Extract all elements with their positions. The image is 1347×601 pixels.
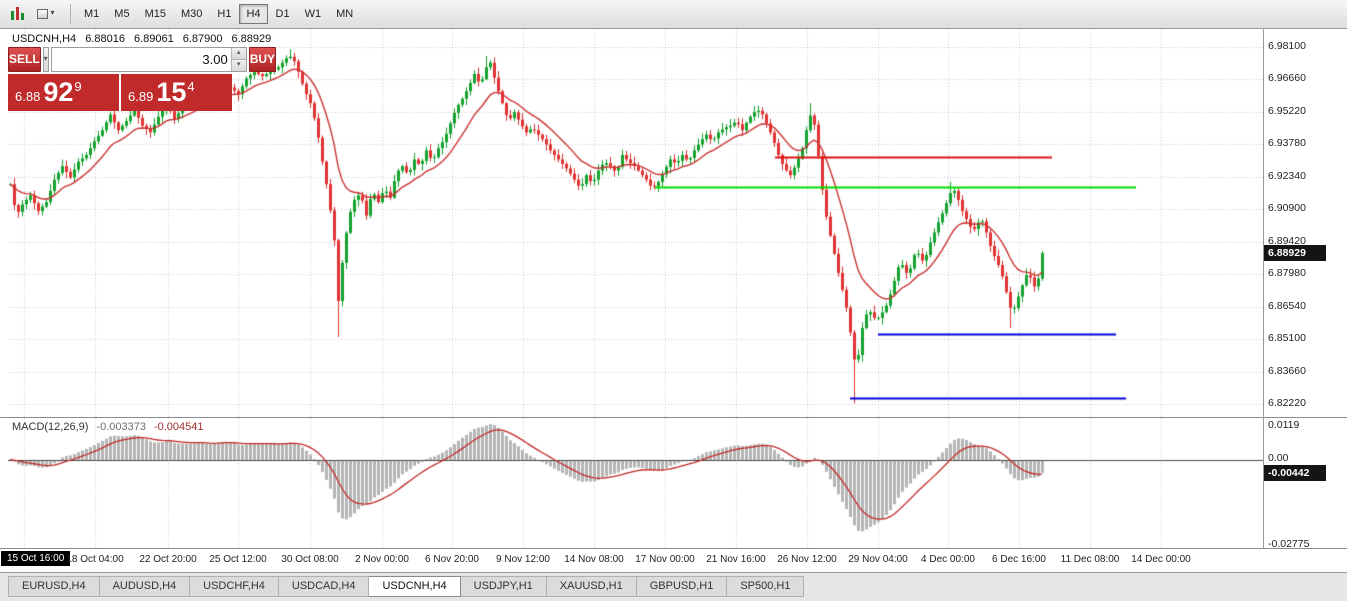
macd-indicator-label: MACD(12,26,9) -0.003373 -0.004541 [12,421,204,433]
timeframe-h4[interactable]: H4 [239,4,268,24]
time-axis-label: 26 Nov 12:00 [777,554,837,565]
trade-options-dropdown[interactable]: ▾ [42,47,49,72]
volume-increase-button[interactable]: ▴ [231,48,246,60]
price-axis-label: 6.85100 [1268,332,1306,345]
indicators-icon[interactable]: ▾ [31,4,61,24]
macd-main-value: -0.003373 [96,421,146,433]
time-axis-label: 14 Dec 00:00 [1131,554,1191,565]
chart-tab-sp500[interactable]: SP500,H1 [727,576,805,597]
indicators-icon-glyph [37,9,49,19]
high-value: 6.89061 [133,33,174,45]
macd-name: MACD(12,26,9) [12,421,89,433]
chart-type-icon-bar [15,7,19,20]
macd-axis-label: 0.0119 [1268,419,1300,431]
volume-input[interactable] [51,48,231,71]
chart-tab-usdcnh[interactable]: USDCNH,H4 [369,576,461,597]
timeframe-m5[interactable]: M5 [114,8,130,20]
chart-tab-usdchf[interactable]: USDCHF,H4 [190,576,279,597]
close-value: 6.88929 [231,33,272,45]
price-axis-label: 6.86540 [1268,299,1306,312]
chart-tab-eurusd[interactable]: EURUSD,H4 [8,576,100,597]
buy-button[interactable]: BUY [248,47,277,72]
price-axis-label: 6.96660 [1268,72,1306,85]
time-axis-label: 18 Oct 04:00 [66,554,124,565]
indicator-timeaxis-divider [0,548,1347,549]
chart-type-icon-bar [20,13,24,20]
price-axis-label: 6.98100 [1268,40,1306,52]
price-axis-label: 6.93780 [1268,137,1306,150]
time-axis-label: 21 Nov 16:00 [706,554,766,565]
time-axis-label: 17 Nov 00:00 [635,554,695,565]
one-click-trading-panel: SELL ▾ ▴ ▾ BUY 6.88 92 9 6.89 15 4 [8,47,277,111]
buy-price-head: 6.89 [128,89,154,104]
price-axis-label: 6.83660 [1268,364,1306,377]
volume-field: ▴ ▾ [50,47,247,72]
time-axis-label: 6 Nov 20:00 [425,554,479,565]
chart-tab-audusd[interactable]: AUDUSD,H4 [99,576,191,597]
sell-price-button[interactable]: 6.88 92 9 [8,74,119,111]
macd-signal-value: -0.004541 [153,421,204,433]
price-axis-label: 6.89420 [1268,234,1306,247]
time-axis-label: 25 Oct 12:00 [209,554,267,565]
low-value: 6.87900 [182,33,223,45]
timeframe-h1[interactable]: H1 [217,8,232,20]
chart-type-icon[interactable] [6,4,28,24]
time-axis: 15 Oct 16:00 18 Oct 04:00 22 Oct 20:00 25 … [0,549,1347,572]
open-value: 6.88016 [85,33,125,45]
price-axis-label: 6.82220 [1268,397,1306,409]
macd-current-badge: -0.00442 [1264,465,1326,482]
sell-button[interactable]: SELL [8,47,41,72]
chart-tab-usdcad[interactable]: USDCAD,H4 [278,576,370,597]
chart-tab-xauusd[interactable]: XAUUSD,H1 [546,576,637,597]
chart-tab-gbpusd[interactable]: GBPUSD,H1 [636,576,728,597]
timeframe-m15[interactable]: M15 [144,8,166,20]
buy-price-sup: 4 [187,79,195,94]
time-axis-label: 11 Dec 08:00 [1060,554,1120,565]
chart-tab-bar: EURUSD,H4 AUDUSD,H4 USDCHF,H4 USDCAD,H4 USDC… [0,572,1347,601]
sell-price-head: 6.88 [15,89,41,104]
chart-tab-usdjpy[interactable]: USDJPY,H1 [460,576,547,597]
timeframe-d1[interactable]: D1 [275,8,290,20]
price-axis-label: 6.92340 [1268,169,1306,182]
price-axis-label: 6.87980 [1268,267,1306,280]
sell-price-big: 92 [43,77,74,107]
volume-stepper: ▴ ▾ [230,48,246,71]
timeframe-group: M1 M5 M15 M30 H1 H4 D1 W1 MN [77,4,361,24]
top-toolbar: ▾ M1 M5 M15 M30 H1 H4 D1 W1 MN [0,0,1347,29]
time-axis-label: 22 Oct 20:00 [139,554,197,565]
ohlc-info-line: USDCNH,H4 6.88016 6.89061 6.87900 6.8892… [12,33,271,45]
buy-price-big: 15 [156,77,187,107]
macd-indicator-canvas[interactable] [8,418,1263,548]
chevron-down-icon: ▾ [43,54,48,63]
price-axis-label: 6.90900 [1268,202,1306,215]
current-price-badge: 6.88929 [1264,245,1326,262]
macd-axis-label: 0.00 [1268,452,1289,464]
buy-price-button[interactable]: 6.89 15 4 [121,74,232,111]
time-axis-label: 6 Dec 16:00 [992,554,1046,565]
timeframe-mn[interactable]: MN [336,8,354,20]
time-axis-label: 14 Nov 08:00 [564,554,624,565]
symbol-label: USDCNH,H4 [12,33,77,45]
macd-axis-label: -0.02775 [1268,538,1310,550]
time-axis-label: 9 Nov 12:00 [496,554,550,565]
chart-type-icon-bar [10,11,14,20]
chevron-down-icon: ▾ [50,8,55,17]
time-axis-label: 4 Dec 00:00 [921,554,975,565]
timeframe-m30[interactable]: M30 [180,8,203,20]
timeframe-w1[interactable]: W1 [304,8,322,20]
selected-time-badge: 15 Oct 16:00 [1,551,71,566]
time-axis-label: 30 Oct 08:00 [281,554,339,565]
time-axis-label: 2 Nov 00:00 [355,554,409,565]
price-axis-separator [1263,29,1264,572]
toolbar-separator [70,4,71,24]
chart-indicator-divider[interactable] [0,417,1347,418]
timeframe-m1[interactable]: M1 [84,8,100,20]
sell-price-sup: 9 [74,79,82,94]
volume-decrease-button[interactable]: ▾ [231,60,246,71]
price-axis-label: 6.95220 [1268,104,1306,117]
time-axis-label: 29 Nov 04:00 [848,554,908,565]
